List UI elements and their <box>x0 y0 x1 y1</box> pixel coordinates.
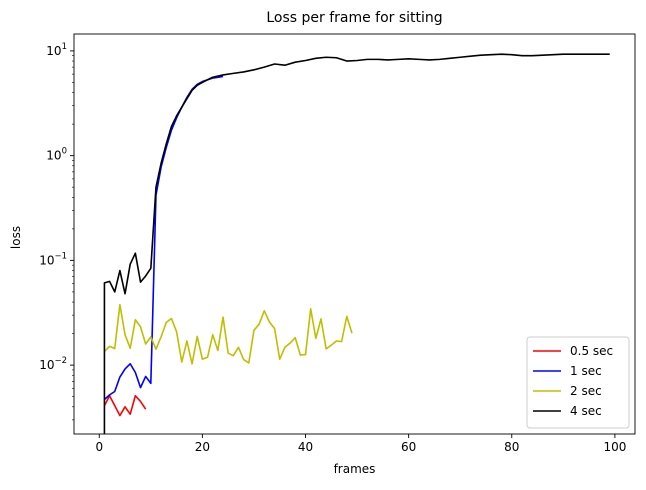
legend-label: 4 sec <box>570 404 602 418</box>
x-axis: 0 20 40 60 80 100 <box>95 434 626 454</box>
series-line-2-sec <box>103 303 353 365</box>
plot-frame <box>73 33 636 435</box>
legend-box <box>526 336 630 429</box>
x-tick-label: 100 <box>603 440 626 454</box>
x-tick-label: 80 <box>504 440 519 454</box>
y-axis-label: loss <box>9 226 23 249</box>
chart-title: Loss per frame for sitting <box>266 10 442 26</box>
x-tick-label: 20 <box>195 440 210 454</box>
x-axis-label: frames <box>334 462 376 476</box>
series-line-4-sec <box>103 53 610 434</box>
x-tick-label: 60 <box>401 440 416 454</box>
legend-label: 1 sec <box>570 364 602 378</box>
series-line-0-5-sec <box>103 394 147 417</box>
y-axis: 10−2 10−1 100 101 <box>39 42 74 421</box>
legend: 0.5 sec 1 sec 2 sec 4 sec <box>526 336 630 429</box>
y-tick-label: 100 <box>46 147 67 163</box>
y-tick-label: 101 <box>46 42 67 58</box>
legend-label: 2 sec <box>570 384 602 398</box>
x-tick-label: 40 <box>298 440 313 454</box>
series-layer <box>103 53 610 434</box>
x-tick-label: 0 <box>95 440 103 454</box>
y-tick-label: 10−2 <box>39 356 67 372</box>
legend-label: 0.5 sec <box>570 344 613 358</box>
y-tick-label: 10−1 <box>39 251 67 267</box>
